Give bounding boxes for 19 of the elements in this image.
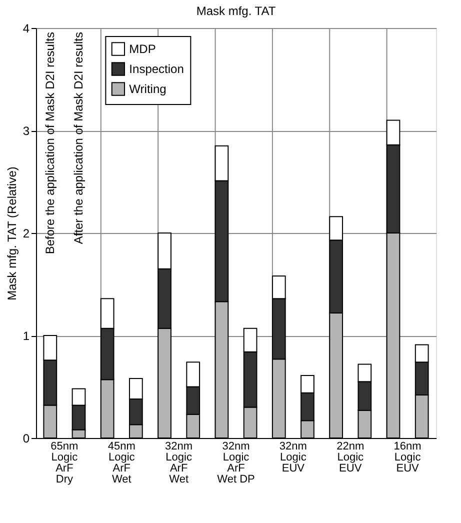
x-tick-label: 16nm Logic EUV [394, 440, 422, 474]
chart-title: Mask mfg. TAT [196, 4, 276, 18]
annotation: Before the application of Mask D2I results [43, 32, 58, 254]
x-tick-label: 22nm Logic EUV [336, 440, 364, 474]
y-axis-title: Mask mfg. TAT (Relative) [4, 166, 19, 300]
annotation: After the application of Mask D2I results [72, 32, 86, 244]
legend-label: Writing [129, 82, 166, 96]
y-tick-label: 4 [22, 22, 30, 36]
x-tick-label: 32nm Logic EUV [279, 440, 307, 474]
x-tick-label: 32nm Logic ArF Wet DP [217, 440, 255, 486]
x-tick-label: 65nm Logic ArF Dry [50, 440, 78, 486]
y-tick-label: 3 [22, 124, 30, 138]
legend-label: Inspection [129, 62, 184, 76]
x-tick-label: 45nm Logic ArF Wet [108, 440, 136, 486]
y-tick-label: 2 [22, 226, 30, 240]
y-tick-label: 1 [22, 329, 30, 343]
legend-label: MDP [129, 42, 156, 56]
y-tick-label: 0 [22, 432, 30, 446]
x-tick-label: 32nm Logic ArF Wet [165, 440, 193, 486]
